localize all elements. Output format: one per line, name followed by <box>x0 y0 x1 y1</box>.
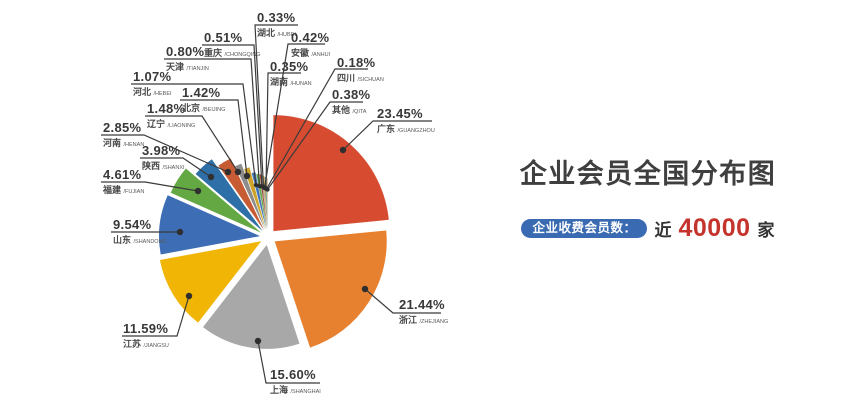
pie-slice-liaoning <box>235 163 265 230</box>
leader-dot-henan <box>224 168 232 176</box>
leader-line-shanghai <box>257 340 320 384</box>
leader-line-liaoning <box>145 115 239 173</box>
leader-line-fujian <box>101 181 199 192</box>
leader-line-shanxi <box>140 157 212 178</box>
chart-title: 企业会员全国分布图 <box>519 159 777 189</box>
pie-slice-shandong <box>159 195 261 255</box>
count-value: 40000 <box>678 214 751 242</box>
leader-line-guangzhou <box>342 120 432 151</box>
leader-line-zhejiang <box>364 288 441 314</box>
pie-slice-fujian <box>170 168 262 233</box>
leader-line-qita <box>267 101 363 190</box>
pie-slice-henan <box>218 158 264 231</box>
count-suffix: 家 <box>757 221 775 240</box>
leader-dot-liaoning <box>234 168 242 176</box>
leader-line-tianjin <box>164 58 261 187</box>
leader-dot-shandong <box>176 228 184 236</box>
leader-line-hunan <box>265 72 301 189</box>
leader-line-henan <box>101 134 229 173</box>
leader-dot-guangzhou <box>339 146 347 154</box>
count-prefix: 近 <box>654 221 672 240</box>
member-count-row: 企业收费会员数： 近 40000 家 <box>468 216 828 241</box>
leader-dot-zhejiang <box>361 285 369 293</box>
member-count-badge: 企业收费会员数： <box>521 219 648 238</box>
leader-line-sichuan <box>265 68 368 190</box>
leader-line-hubei <box>254 24 298 188</box>
leader-dot-jiangsu <box>185 292 193 300</box>
leader-line-beijing <box>180 99 248 177</box>
leader-dot-qita <box>265 187 270 192</box>
leader-dot-shanghai <box>254 337 262 345</box>
pie-slice-jiangsu <box>159 241 262 323</box>
leader-line-hebei <box>131 83 257 186</box>
leader-line-jiangsu <box>122 295 190 337</box>
summary-panel: 企业会员全国分布图 企业收费会员数： 近 40000 家 <box>468 158 828 241</box>
pie-slice-beijing <box>244 167 266 230</box>
leader-dot-fujian <box>194 187 202 195</box>
leader-dot-hebei <box>253 182 259 188</box>
leader-line-chongqing <box>202 44 263 187</box>
leader-line-anhui <box>263 43 325 189</box>
leader-dot-beijing <box>243 172 251 180</box>
pie-slice-shanghai <box>203 244 300 349</box>
pie-slice-zhejiang <box>274 230 387 348</box>
leader-dot-shanxi <box>207 173 215 181</box>
pie-slice-guangzhou <box>273 115 389 232</box>
